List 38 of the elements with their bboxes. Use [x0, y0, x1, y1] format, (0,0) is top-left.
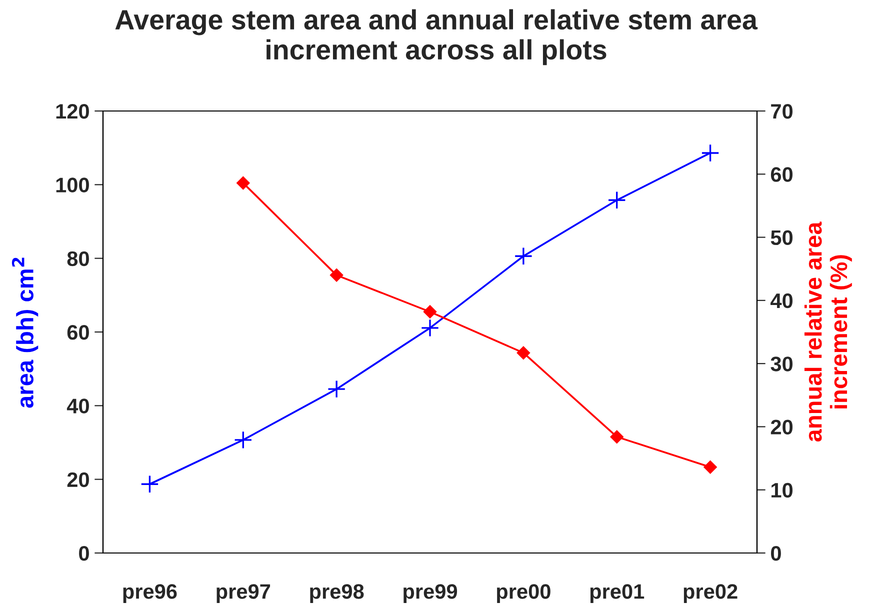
y-tick-label: 80	[67, 251, 89, 266]
x-tick-label: pre96	[123, 584, 177, 603]
y-tick-label: 0	[79, 546, 89, 561]
y-tick-label: 120	[56, 104, 89, 119]
y2-tick-label: 30	[770, 356, 793, 372]
point	[608, 190, 626, 210]
y-tick-label: 100	[56, 178, 89, 192]
chart-title: Average stem area and annual relative stem area increment across all plots	[115, 9, 758, 66]
y-axis-title: area (bh) cm$^{2}$	[12, 258, 38, 408]
point	[327, 380, 346, 398]
point	[234, 430, 252, 450]
y-tick-label: 20	[67, 472, 89, 488]
point	[701, 144, 720, 162]
point	[610, 430, 624, 444]
y2-tick-label: 20	[770, 420, 793, 434]
y-tick-label: 60	[67, 325, 89, 340]
y2-tick-label: 70	[771, 104, 793, 119]
x-tick-label: pre00	[497, 584, 550, 603]
y2-tick-label: 50	[770, 230, 793, 246]
point	[423, 305, 437, 318]
y2-tick-label: 60	[770, 167, 793, 182]
point	[420, 318, 440, 338]
point	[516, 346, 530, 360]
x-tick-label: pre98	[310, 584, 364, 603]
x-tick-label: pre01	[590, 584, 644, 603]
y2-tick-label: 10	[772, 482, 793, 498]
point	[514, 246, 533, 266]
x-tick-label: pre99	[404, 584, 458, 603]
x-tick-label: pre97	[216, 584, 270, 603]
y-tick-label: 40	[66, 398, 89, 414]
point	[704, 460, 717, 474]
point	[236, 176, 250, 190]
y2-tick-label: 0	[771, 546, 781, 561]
x-tick-label: pre02	[684, 584, 738, 603]
point	[330, 268, 344, 282]
point	[140, 474, 159, 494]
y2-tick-label: 40	[770, 293, 793, 308]
y2-axis-title: annual relative area increment (%)	[804, 222, 852, 442]
